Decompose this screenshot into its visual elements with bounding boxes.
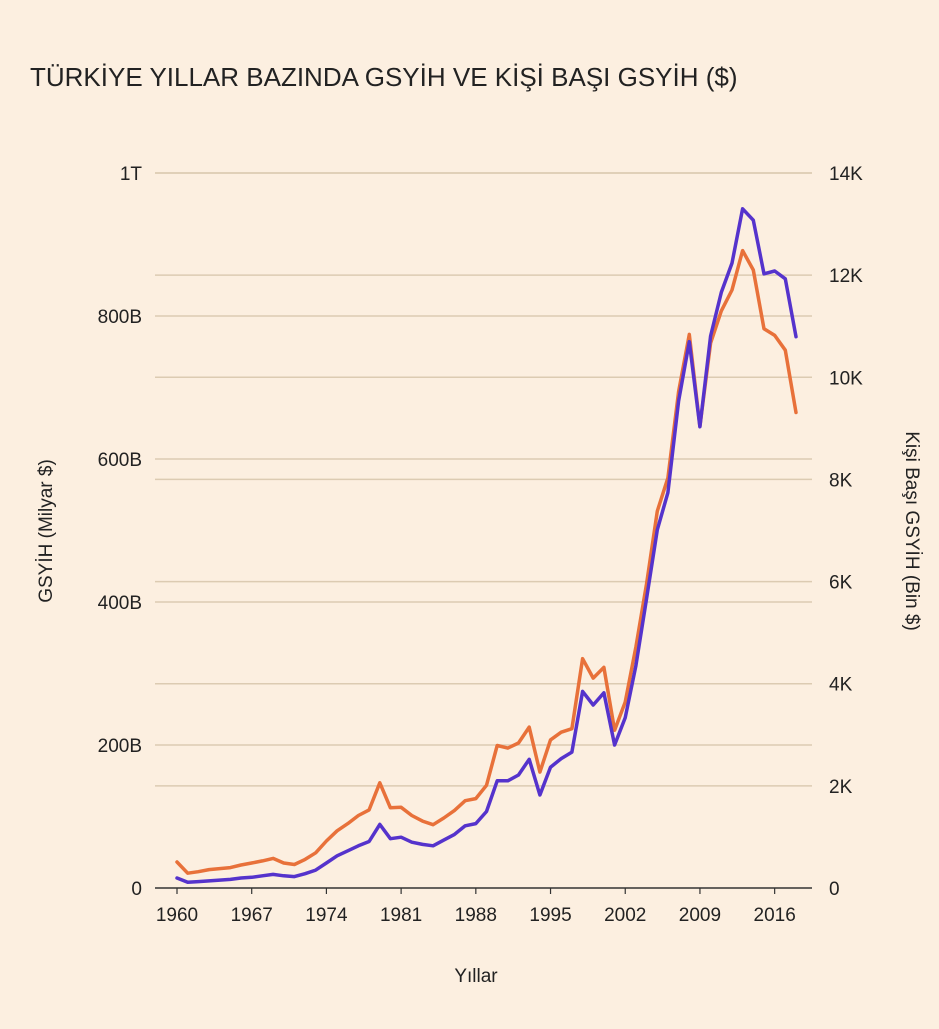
x-tick-label: 1995	[529, 905, 571, 926]
left-tick-label: 400B	[98, 593, 142, 614]
left-tick-label: 1T	[120, 164, 143, 185]
left-tick-label: 200B	[98, 736, 142, 757]
left-axis-ticks: 0 200B 400B 600B 800B 1T	[98, 164, 143, 900]
x-tick-label: 1960	[156, 905, 198, 926]
left-tick-label: 0	[131, 879, 142, 900]
x-tick-label: 2002	[604, 905, 646, 926]
gdp-series-line	[175, 207, 798, 885]
x-axis-label: Yıllar	[454, 966, 498, 987]
left-tick-label: 600B	[98, 450, 142, 471]
right-tick-label: 14K	[829, 164, 863, 185]
left-tick-label: 800B	[98, 307, 142, 328]
right-tick-label: 4K	[829, 675, 853, 696]
x-tick-label: 2009	[679, 905, 721, 926]
x-axis-ticks: 1960 1967 1974 1981 1988 1995 2002 2009 2016	[156, 888, 796, 926]
right-axis-ticks: 0 2K 4K 6K 8K 10K 12K 14K	[829, 164, 863, 900]
x-tick-label: 1974	[305, 905, 348, 926]
right-tick-label: 10K	[829, 368, 863, 389]
x-tick-label: 2016	[754, 905, 796, 926]
right-tick-label: 6K	[829, 573, 853, 594]
series-lines	[175, 207, 798, 885]
right-tick-label: 0	[829, 879, 840, 900]
right-tick-label: 12K	[829, 266, 863, 287]
right-tick-label: 8K	[829, 470, 853, 491]
left-axis-label: GSYİH (Milyar $)	[36, 459, 57, 603]
right-tick-label: 2K	[829, 777, 853, 798]
chart-title: TÜRKİYE YILLAR BAZINDA GSYİH VE KİŞİ BAŞ…	[30, 62, 738, 92]
right-axis-label: Kişi Başı GSYİH (Bin $)	[901, 431, 922, 631]
x-tick-label: 1988	[455, 905, 497, 926]
x-tick-label: 1981	[380, 905, 422, 926]
per-capita-series-line	[175, 248, 798, 875]
gridlines	[155, 172, 812, 787]
x-tick-label: 1967	[231, 905, 273, 926]
